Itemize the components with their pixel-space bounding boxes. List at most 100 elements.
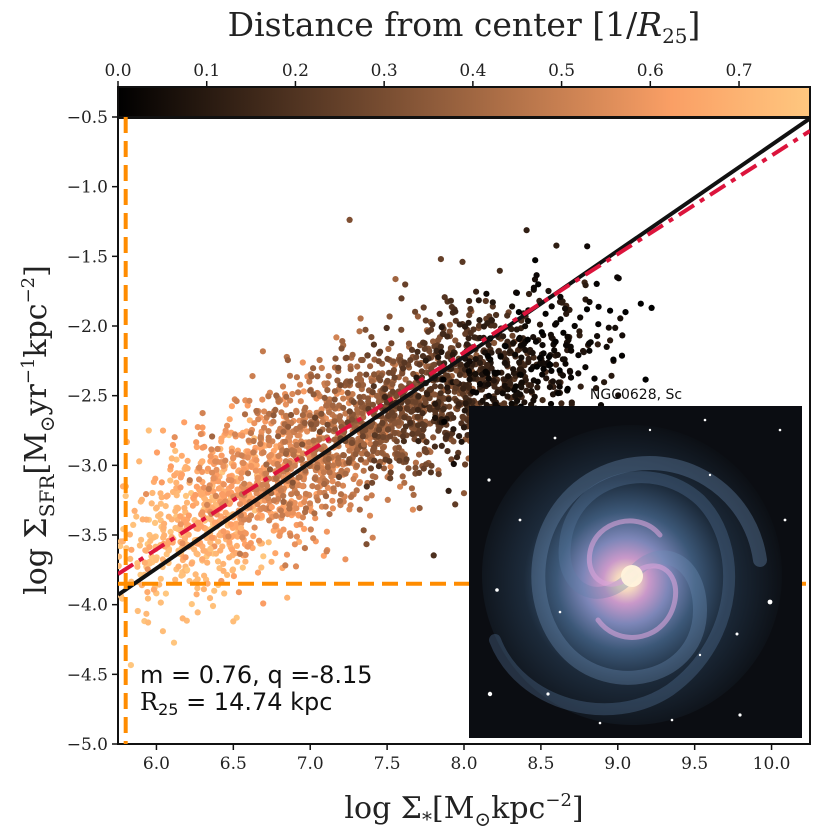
data-point	[194, 609, 201, 616]
data-point	[460, 385, 467, 392]
data-point	[206, 595, 214, 602]
data-point	[476, 322, 483, 329]
data-point	[530, 284, 538, 291]
data-point	[448, 456, 455, 463]
x-tick-label: 7.5	[374, 754, 401, 774]
data-point	[552, 338, 559, 345]
data-point	[325, 426, 333, 434]
data-point	[159, 628, 166, 635]
data-point	[369, 479, 376, 486]
data-point	[273, 512, 280, 520]
data-point	[583, 306, 591, 313]
data-point	[363, 483, 370, 490]
data-point	[525, 290, 533, 298]
data-point	[161, 532, 168, 539]
data-point	[251, 507, 258, 514]
data-point	[372, 440, 379, 447]
data-point	[195, 519, 202, 526]
data-point	[378, 449, 385, 456]
data-point	[403, 405, 410, 412]
data-point	[239, 534, 246, 541]
data-point	[422, 317, 429, 324]
colorbar-tick-label: 0.6	[637, 61, 664, 81]
data-point	[153, 449, 161, 456]
data-point	[302, 505, 310, 512]
data-point	[562, 360, 569, 367]
data-point	[323, 548, 330, 555]
data-point	[178, 452, 185, 459]
data-point	[514, 397, 521, 405]
data-point	[329, 478, 336, 485]
data-point	[415, 393, 422, 400]
data-point	[450, 426, 457, 433]
data-point	[287, 532, 294, 539]
data-point	[301, 498, 308, 506]
data-point	[222, 509, 229, 516]
data-point	[347, 502, 354, 509]
data-point	[575, 352, 582, 359]
data-point	[268, 504, 275, 511]
data-point	[304, 428, 311, 435]
data-point	[192, 491, 199, 499]
data-point	[414, 413, 421, 420]
x-axis-ticks: 6.0 6.5 7.0 7.5 8.0 8.5 9.0 9.5 10.0	[143, 744, 790, 774]
data-point	[575, 370, 582, 377]
data-point	[543, 375, 550, 382]
data-point	[467, 329, 474, 337]
data-point	[421, 340, 428, 347]
data-point	[279, 512, 286, 519]
data-point	[276, 532, 283, 539]
data-point	[333, 334, 340, 341]
data-point	[359, 410, 366, 417]
data-point	[260, 449, 267, 456]
data-point	[387, 475, 394, 482]
data-point	[518, 379, 525, 386]
data-point	[259, 481, 266, 488]
data-point	[439, 330, 446, 337]
data-point	[436, 310, 443, 317]
data-point	[213, 466, 220, 473]
data-point	[452, 317, 459, 324]
data-point	[224, 571, 231, 579]
data-point	[159, 427, 167, 434]
data-point	[425, 328, 432, 335]
data-point	[456, 321, 463, 328]
data-point	[382, 385, 389, 393]
data-point	[234, 558, 241, 565]
fit-line-dashdot	[118, 129, 810, 576]
data-point	[385, 426, 392, 433]
data-point	[567, 347, 575, 354]
data-point	[297, 398, 304, 405]
data-point	[235, 589, 242, 596]
data-point	[293, 505, 300, 512]
data-point	[178, 471, 185, 478]
data-point	[230, 463, 237, 470]
data-point	[323, 402, 330, 409]
data-point	[205, 485, 212, 493]
data-point	[157, 500, 164, 507]
data-point	[237, 501, 244, 508]
data-point	[584, 243, 591, 250]
data-point	[391, 420, 398, 427]
data-point	[400, 438, 407, 445]
data-point	[362, 326, 369, 333]
inset-title: NGC0628, Sc	[590, 387, 682, 403]
data-point	[383, 324, 390, 332]
data-point	[393, 393, 400, 400]
data-point	[438, 348, 445, 356]
data-point	[482, 297, 489, 305]
data-point	[531, 393, 538, 400]
data-point	[230, 573, 237, 580]
data-point	[167, 477, 174, 484]
data-point	[239, 432, 246, 439]
y-tick-label: −5.0	[67, 735, 108, 755]
data-point	[512, 383, 519, 390]
data-point	[438, 442, 445, 449]
data-point	[357, 456, 364, 463]
y-tick-label: −0.5	[67, 108, 108, 128]
data-point	[497, 353, 504, 360]
data-point	[291, 462, 298, 469]
data-point	[356, 480, 363, 487]
data-point	[476, 359, 484, 367]
data-point	[214, 445, 221, 453]
